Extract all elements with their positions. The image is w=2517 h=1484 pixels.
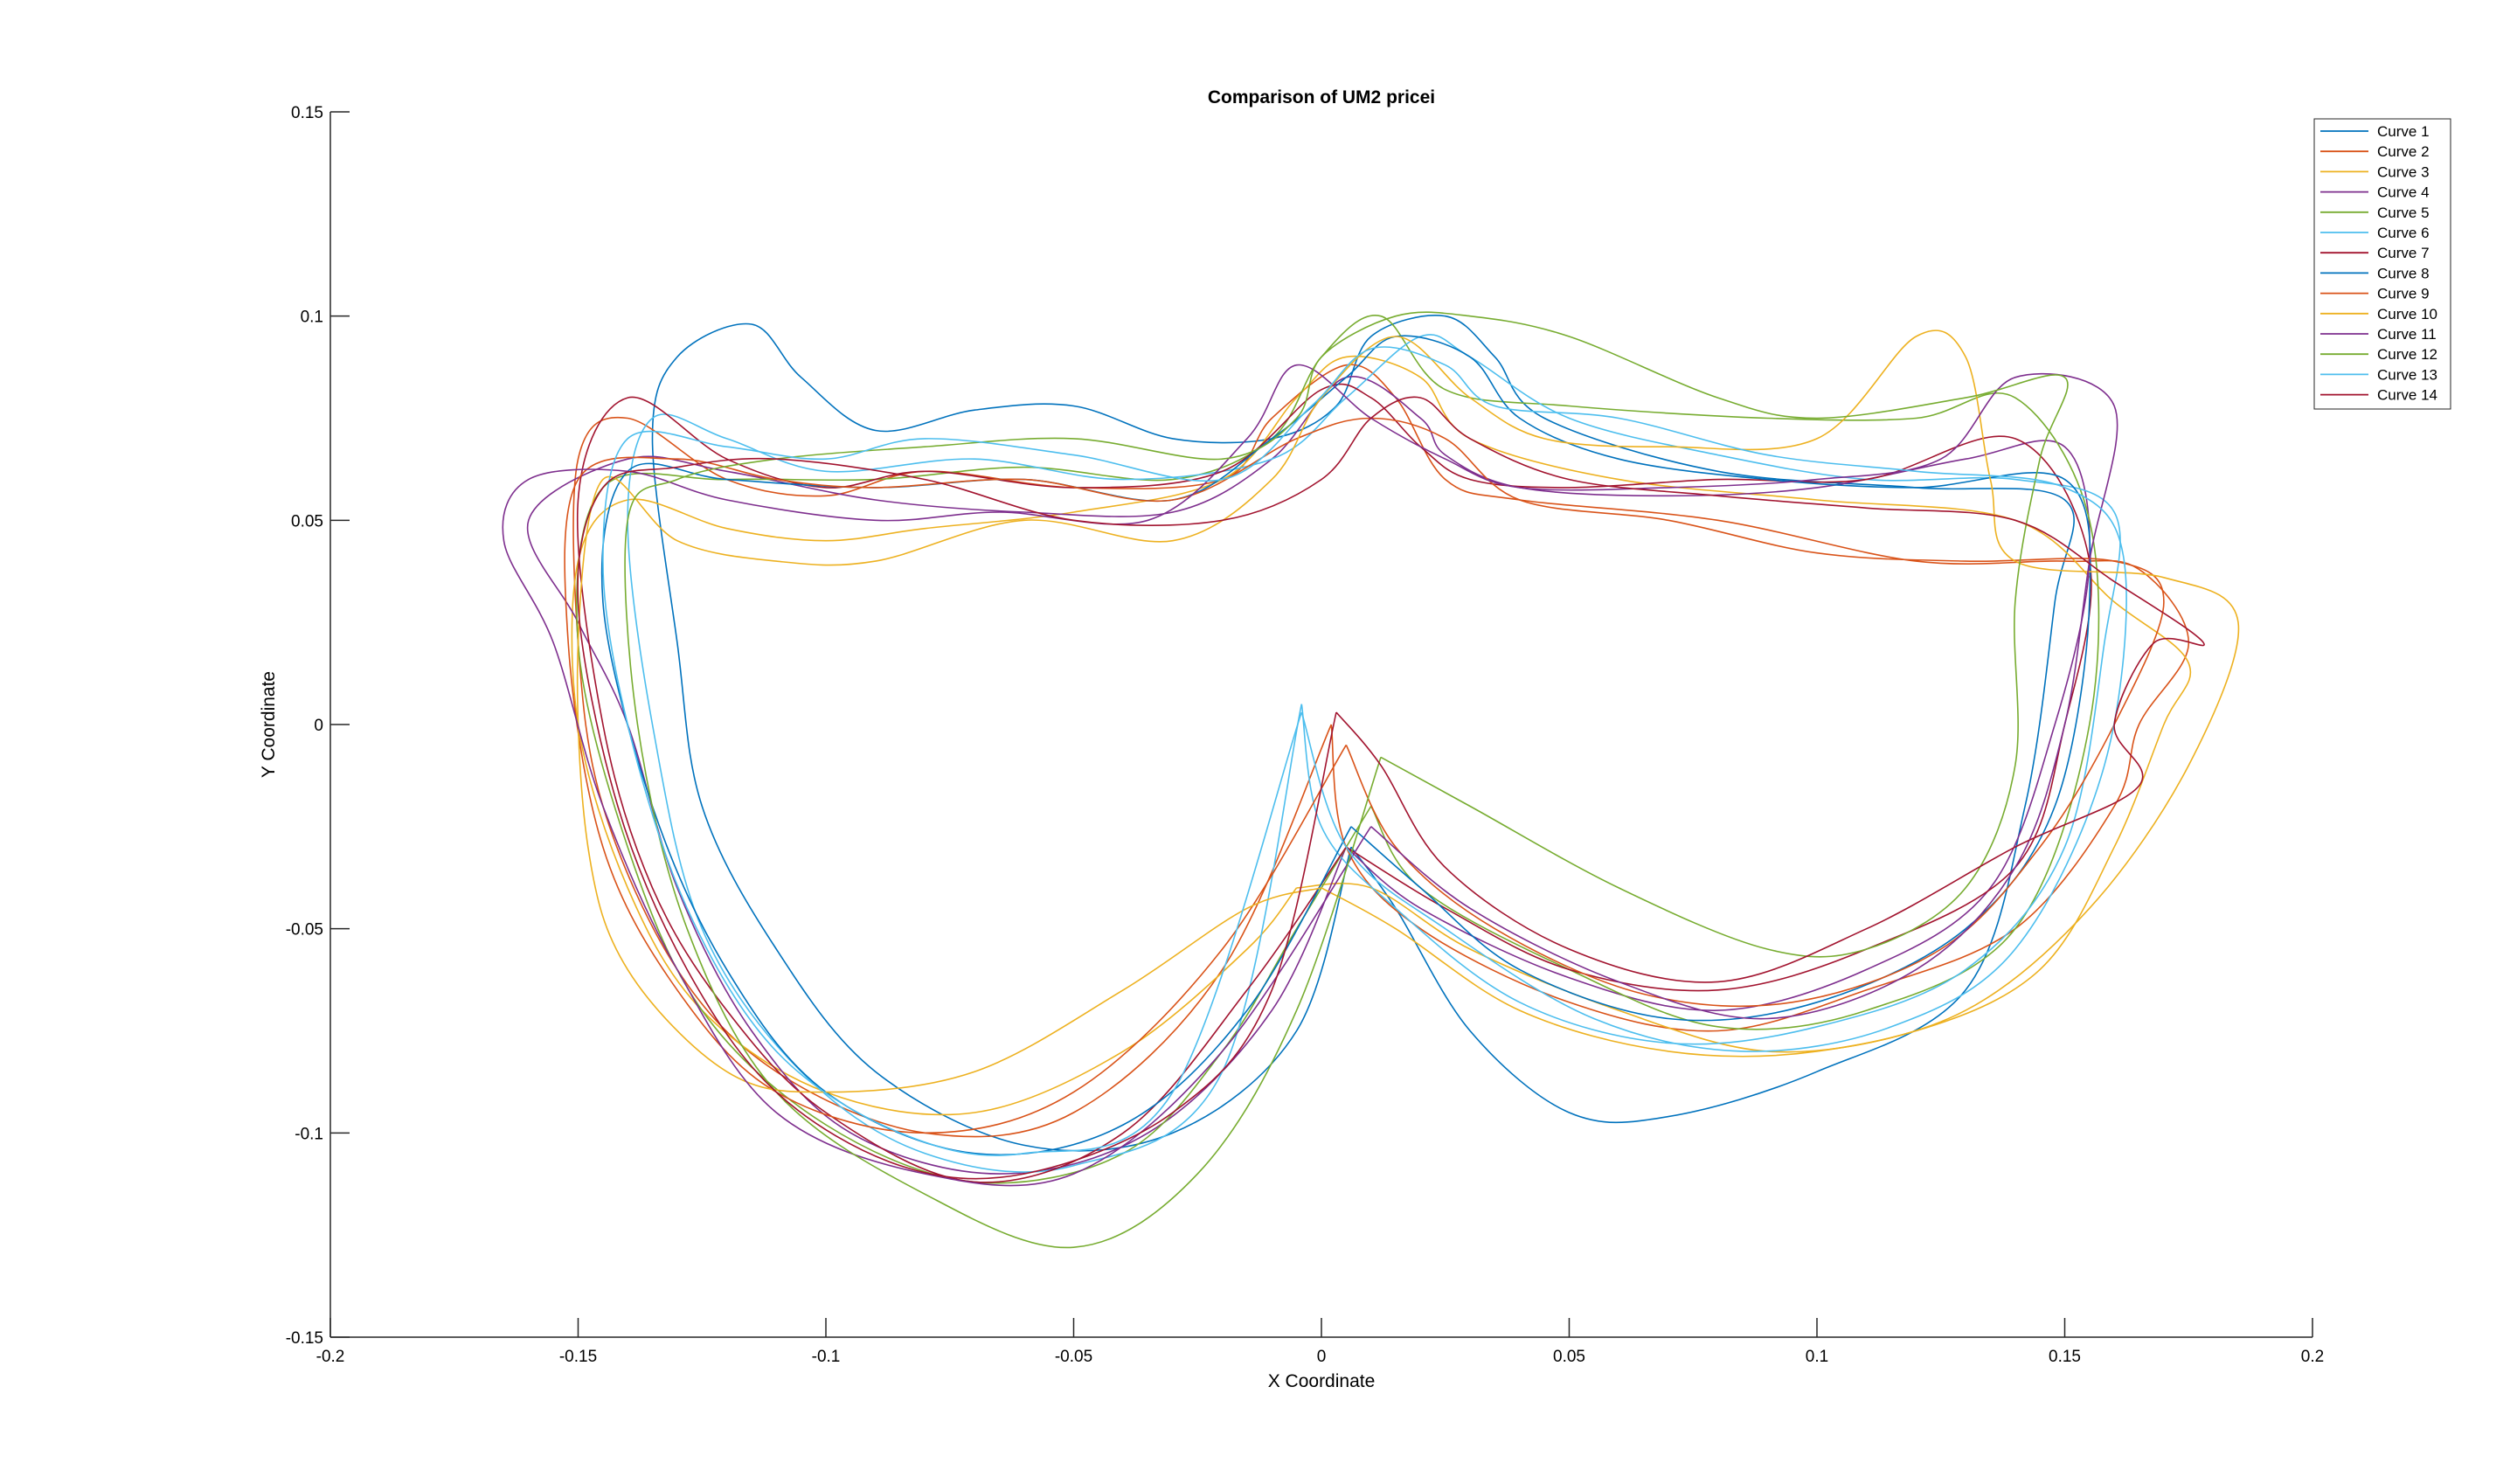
- legend[interactable]: Curve 1 Curve 2 Curve 3 Curve 4 Curve 5 Curve…: [2313, 118, 2451, 410]
- legend-label: Curve 4: [2377, 184, 2430, 201]
- y-tick-label: 0.05: [291, 512, 323, 530]
- legend-label: Curve 10: [2377, 306, 2437, 322]
- x-tick-label: 0.05: [1553, 1348, 1585, 1366]
- series-line-curve-11: [502, 364, 2118, 1187]
- series-line-curve-13: [602, 346, 2127, 1156]
- y-tick-label: -0.05: [286, 921, 323, 940]
- legend-label: Curve 1: [2377, 123, 2430, 140]
- legend-entries: Curve 1 Curve 2 Curve 3 Curve 4 Curve 5 Curve…: [2320, 123, 2437, 404]
- legend-label: Curve 9: [2377, 286, 2430, 302]
- y-tick-label: -0.15: [286, 1329, 323, 1348]
- legend-label: Curve 12: [2377, 346, 2437, 363]
- series-line-curve-14: [577, 396, 2205, 1180]
- legend-label: Curve 14: [2377, 387, 2437, 404]
- chart-title: Comparison of UM2 pricei: [1208, 87, 1435, 107]
- x-tick-label: -0.15: [559, 1348, 597, 1366]
- x-tick-label: 0.15: [2049, 1348, 2081, 1366]
- x-tick-label: -0.1: [812, 1348, 841, 1366]
- series-line-curve-6: [627, 334, 2121, 1173]
- legend-label: Curve 6: [2377, 225, 2430, 241]
- y-axis-label: Y Coordinate: [259, 671, 279, 778]
- x-tick-label: -0.2: [316, 1348, 345, 1366]
- legend-label: Curve 13: [2377, 366, 2437, 383]
- x-tick-label: 0.1: [1806, 1348, 1828, 1366]
- y-tick-label: 0: [314, 717, 323, 735]
- legend-label: Curve 11: [2377, 326, 2437, 343]
- series-layer: [502, 311, 2240, 1249]
- series-line-curve-10: [576, 329, 2240, 1093]
- x-tick-label: 0.2: [2301, 1348, 2324, 1366]
- series-line-curve-4: [526, 376, 2091, 1175]
- y-tick-label: -0.1: [295, 1125, 323, 1143]
- x-axis-label: X Coordinate: [1268, 1371, 1376, 1391]
- series-line-curve-9: [564, 417, 2165, 1134]
- legend-label: Curve 8: [2377, 265, 2430, 281]
- legend-label: Curve 3: [2377, 163, 2430, 180]
- x-tick-label: 0: [1317, 1348, 1327, 1366]
- series-line-curve-2: [572, 364, 2190, 1138]
- series-line-curve-3: [571, 355, 2192, 1116]
- plot-area: -0.2 -0.15 -0.1 -0.05 0 0.05 0.1 0.15 0.2 0.150.…: [286, 104, 2325, 1366]
- legend-label: Curve 2: [2377, 143, 2430, 160]
- legend-label: Curve 7: [2377, 245, 2430, 261]
- y-ticks: 0.15 0.1 0.05 0 -0.05 -0.1 -0.15: [286, 104, 350, 1348]
- legend-box: [2313, 118, 2451, 410]
- y-tick-label: 0.15: [291, 104, 323, 122]
- y-tick-label: 0.1: [301, 309, 323, 327]
- series-line-curve-7: [576, 383, 2092, 1183]
- series-line-curve-8: [600, 335, 2091, 1156]
- series-line-curve-5: [576, 315, 2100, 1184]
- x-ticks: -0.2 -0.15 -0.1 -0.05 0 0.05 0.1 0.15 0.2: [316, 1318, 2324, 1366]
- series-line-curve-12: [624, 311, 2069, 1249]
- x-tick-label: -0.05: [1055, 1348, 1092, 1366]
- legend-label: Curve 5: [2377, 205, 2430, 221]
